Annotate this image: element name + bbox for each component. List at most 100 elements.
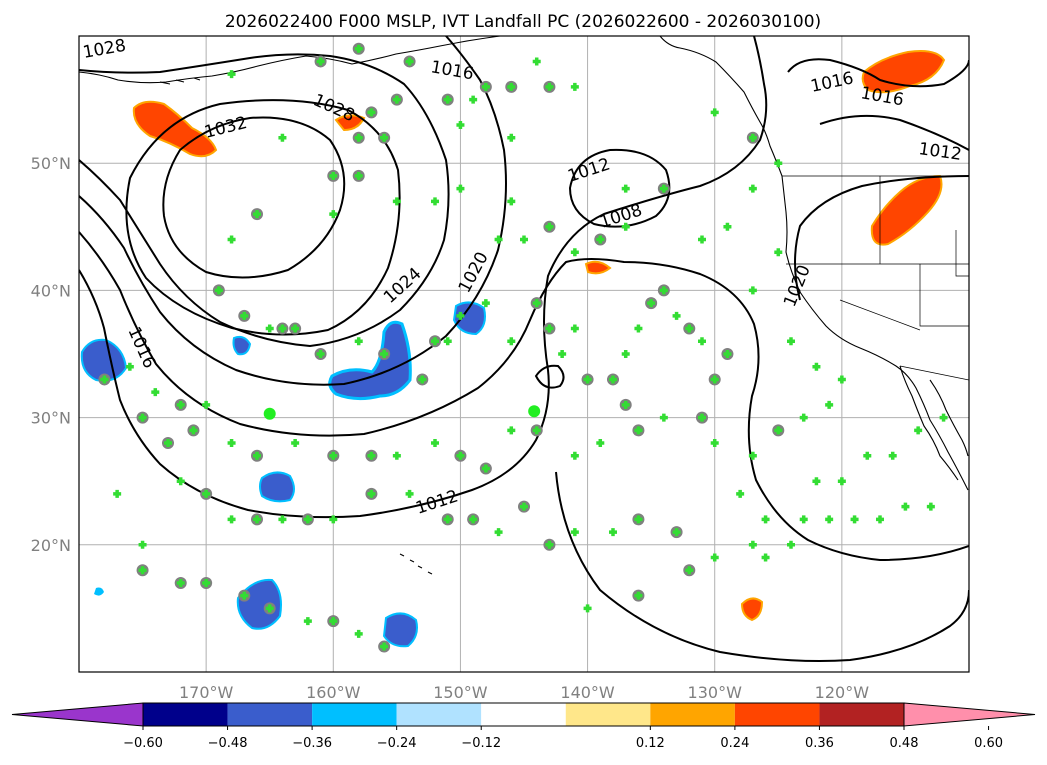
station-marker xyxy=(301,513,314,526)
station-marker xyxy=(619,398,632,411)
neg-pc-blob xyxy=(382,612,418,648)
station-marker xyxy=(354,337,363,346)
station-marker-cross xyxy=(659,184,668,193)
station-marker-cross xyxy=(748,286,757,295)
station-marker xyxy=(378,640,391,653)
station-marker-cross xyxy=(761,553,770,562)
colorbar-tick-label: 0.36 xyxy=(805,736,834,751)
station-marker xyxy=(494,235,503,244)
station-marker xyxy=(825,515,834,524)
station-marker xyxy=(670,526,683,539)
neg-pc-blob xyxy=(94,587,104,596)
latitude-tick-label: 20°N xyxy=(31,536,71,555)
longitude-tick-label: 140°W xyxy=(560,683,615,702)
station-marker xyxy=(329,210,338,219)
longitude-tick-label: 130°W xyxy=(688,683,743,702)
station-marker-cross xyxy=(240,311,249,320)
station-marker-cross xyxy=(392,451,401,460)
station-marker-cross xyxy=(570,248,579,257)
station-marker-cross xyxy=(456,311,465,320)
station-marker-cross xyxy=(291,439,300,448)
station-marker xyxy=(278,133,287,142)
station-marker xyxy=(441,93,454,106)
station-marker xyxy=(238,589,251,602)
highlight-station-dot xyxy=(263,407,276,420)
station-marker xyxy=(125,362,134,371)
station-marker xyxy=(632,513,645,526)
isobar-1012-northeast xyxy=(819,114,969,151)
station-marker-cross xyxy=(799,515,808,524)
latitude-tick-label: 50°N xyxy=(31,154,71,173)
station-marker-cross xyxy=(354,629,363,638)
station-marker xyxy=(787,337,795,346)
station-marker xyxy=(594,233,607,246)
station-marker-cross xyxy=(329,171,338,180)
station-marker-cross xyxy=(253,451,261,460)
station-marker-cross xyxy=(278,324,287,333)
station-marker-cross xyxy=(214,286,223,295)
station-markers xyxy=(98,42,948,653)
station-marker-cross xyxy=(240,591,249,600)
colorbar-segment xyxy=(734,703,820,726)
station-marker-cross xyxy=(138,413,147,422)
station-marker xyxy=(431,197,439,206)
station-marker-cross xyxy=(494,235,503,244)
station-marker xyxy=(888,451,897,460)
station-marker xyxy=(365,106,378,119)
station-marker-cross xyxy=(685,566,694,575)
station-marker xyxy=(327,615,340,628)
station-marker-cross xyxy=(812,477,821,486)
station-marker xyxy=(174,398,187,411)
longitude-tick-label: 120°W xyxy=(815,683,870,702)
station-marker-cross xyxy=(456,451,465,460)
station-marker-cross xyxy=(901,502,910,511)
station-marker-cross xyxy=(685,324,694,333)
station-marker xyxy=(276,322,289,335)
station-marker xyxy=(774,159,783,168)
highlight-station-dot xyxy=(528,405,541,418)
station-marker-cross xyxy=(545,82,554,91)
station-marker xyxy=(327,449,340,462)
station-marker xyxy=(429,335,441,348)
longitude-tick-label: 160°W xyxy=(306,683,361,702)
station-marker-cross xyxy=(431,197,439,206)
station-marker xyxy=(162,437,174,450)
station-marker-cross xyxy=(520,235,528,244)
station-marker-cross xyxy=(570,82,579,91)
latitude-tick-label: 40°N xyxy=(31,281,71,300)
station-marker xyxy=(812,477,821,486)
colorbar-segment xyxy=(396,703,482,726)
station-marker xyxy=(683,322,696,335)
station-marker xyxy=(467,513,480,526)
station-marker-cross xyxy=(672,311,681,320)
station-marker xyxy=(787,540,795,549)
neg-pc-blob xyxy=(259,471,295,503)
colorbar-segment xyxy=(312,703,397,726)
station-marker xyxy=(227,439,236,448)
station-marker-cross xyxy=(609,375,617,384)
station-marker-cross xyxy=(583,375,592,384)
station-marker-cross xyxy=(748,184,757,193)
station-marker-cross xyxy=(125,362,134,371)
isobars xyxy=(79,36,969,662)
station-marker xyxy=(543,80,556,93)
station-marker xyxy=(657,284,670,297)
colorbar-segment xyxy=(481,703,566,726)
station-marker-cross xyxy=(202,489,211,498)
longitude-tick-label: 150°W xyxy=(433,683,488,702)
station-marker xyxy=(710,439,719,448)
station-marker xyxy=(659,413,668,422)
station-marker-cross xyxy=(354,171,363,180)
station-marker xyxy=(543,322,556,335)
station-marker xyxy=(138,540,147,549)
colorbar-segment xyxy=(650,703,735,726)
station-marker-cross xyxy=(392,197,401,206)
station-marker-cross xyxy=(138,540,147,549)
station-marker-cross xyxy=(799,413,808,422)
station-marker-cross xyxy=(698,337,706,346)
station-marker xyxy=(354,629,363,638)
map-panel: 1028 1032 1028 1016 1016 1016 1012 1012 … xyxy=(79,36,969,672)
station-marker xyxy=(443,337,452,346)
colorbar-extend-high xyxy=(903,702,1036,727)
